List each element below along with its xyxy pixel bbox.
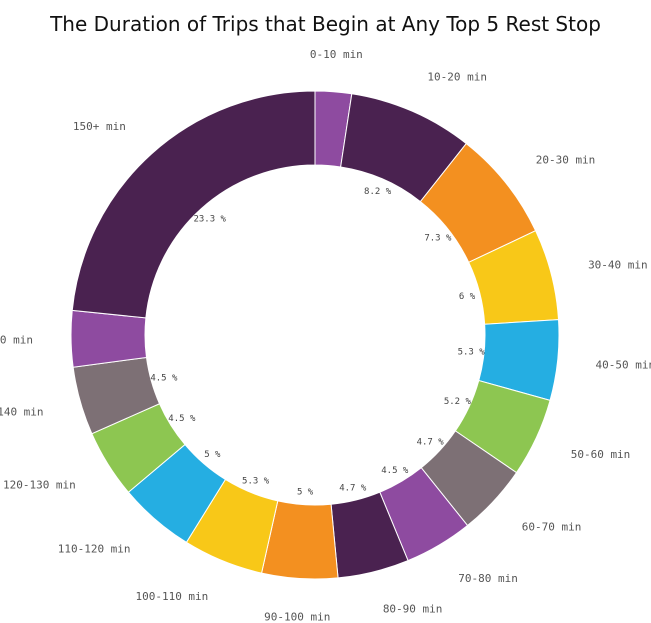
category-label-0-10-min: 0-10 min: [310, 48, 363, 61]
category-labels-group: 0-10 min 10-20 min 20-30 min 30-40 min 40-50…: [0, 48, 651, 623]
category-label-140-150-min: 140-150 min: [0, 333, 33, 346]
chart-title: The Duration of Trips that Begin at Any …: [50, 12, 601, 36]
value-label-110-120-min: 5 %: [204, 450, 221, 460]
value-label-60-70-min: 4.7 %: [417, 438, 445, 448]
category-label-90-100-min: 90-100 min: [264, 610, 330, 623]
value-label-100-110-min: 5.3 %: [242, 476, 270, 486]
category-label-50-60-min: 50-60 min: [571, 448, 631, 461]
value-labels-group: 8.2 % 7.3 % 6 % 5.3 % 5.2 % 4.7 % 4.5 % 4.7 % 5 …: [150, 187, 485, 498]
value-label-10-20-min: 8.2 %: [364, 187, 392, 197]
value-label-130-140-min: 4.5 %: [150, 374, 178, 384]
slice-150plus-min: [71, 90, 316, 319]
category-label-100-110-min: 100-110 min: [135, 590, 208, 603]
category-label-120-130-min: 120-130 min: [3, 478, 76, 491]
value-label-30-40-min: 6 %: [459, 292, 476, 302]
value-label-90-100-min: 5 %: [297, 488, 314, 498]
category-label-110-120-min: 110-120 min: [58, 542, 131, 555]
value-label-120-130-min: 4.5 %: [168, 414, 196, 424]
value-label-80-90-min: 4.7 %: [339, 483, 367, 493]
value-label-50-60-min: 5.2 %: [444, 397, 472, 407]
category-label-10-20-min: 10-20 min: [427, 70, 487, 83]
value-label-20-30-min: 7.3 %: [424, 233, 452, 243]
slices-group: [70, 90, 560, 580]
value-label-40-50-min: 5.3 %: [458, 347, 486, 357]
category-label-80-90-min: 80-90 min: [383, 603, 443, 616]
category-label-40-50-min: 40-50 min: [595, 358, 651, 371]
category-label-130-140-min: 130-140 min: [0, 405, 44, 418]
category-label-30-40-min: 30-40 min: [588, 259, 648, 272]
category-label-60-70-min: 60-70 min: [522, 521, 582, 534]
slice-140-150-min: [70, 309, 148, 368]
value-label-70-80-min: 4.5 %: [381, 466, 409, 476]
category-label-70-80-min: 70-80 min: [458, 572, 518, 585]
category-label-150plus-min: 150+ min: [73, 120, 126, 133]
value-label-150plus-min: 23.3 %: [193, 215, 226, 225]
category-label-20-30-min: 20-30 min: [536, 153, 596, 166]
